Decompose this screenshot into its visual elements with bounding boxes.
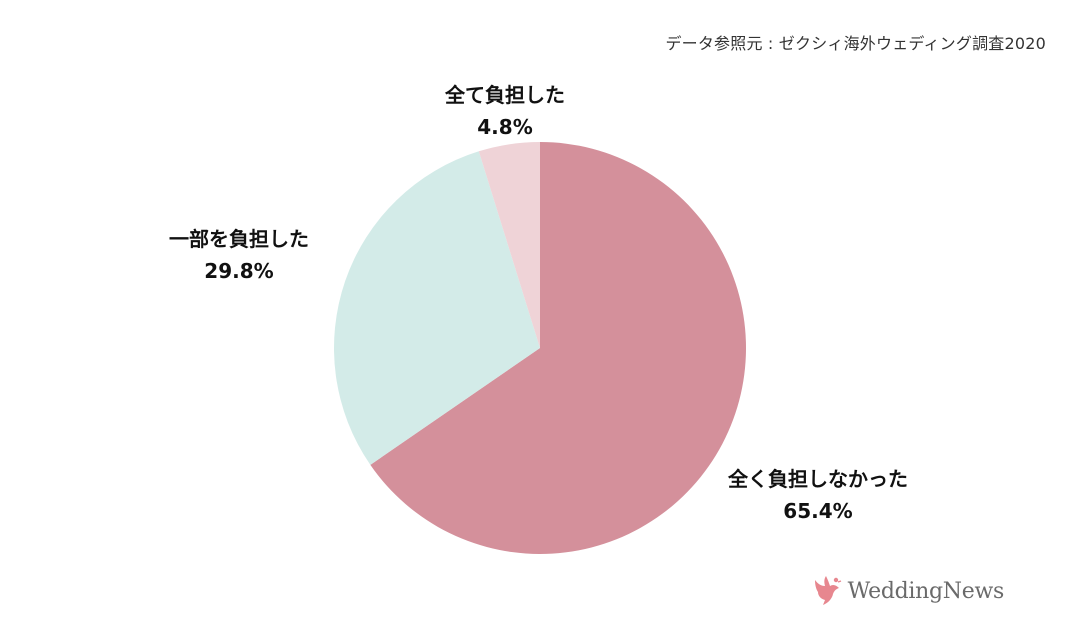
slice-label-partially-paid: 一部を負担した (169, 227, 309, 251)
pie-labels: 全く負担しなかった 65.4% 一部を負担した 29.8% 全て負担した 4.8% (169, 83, 908, 523)
slice-label-fully-paid: 全て負担した (444, 83, 565, 107)
brand-logo: WeddingNews (812, 574, 1004, 608)
pie-slice-partially-paid (334, 151, 540, 465)
slice-value-partially-paid: 29.8% (204, 259, 273, 283)
pie-slice-not-paid (370, 142, 746, 554)
pie-slices (334, 142, 746, 554)
dove-icon (814, 576, 841, 605)
slice-value-fully-paid: 4.8% (477, 115, 532, 139)
source-note: データ参照元 : ゼクシィ海外ウェディング調査2020 (665, 34, 1046, 53)
pie-slice-fully-paid (478, 142, 540, 348)
slice-label-not-paid: 全く負担しなかった (727, 467, 908, 491)
slice-value-not-paid: 65.4% (783, 499, 852, 523)
brand-logo-text: WeddingNews (847, 578, 1005, 604)
